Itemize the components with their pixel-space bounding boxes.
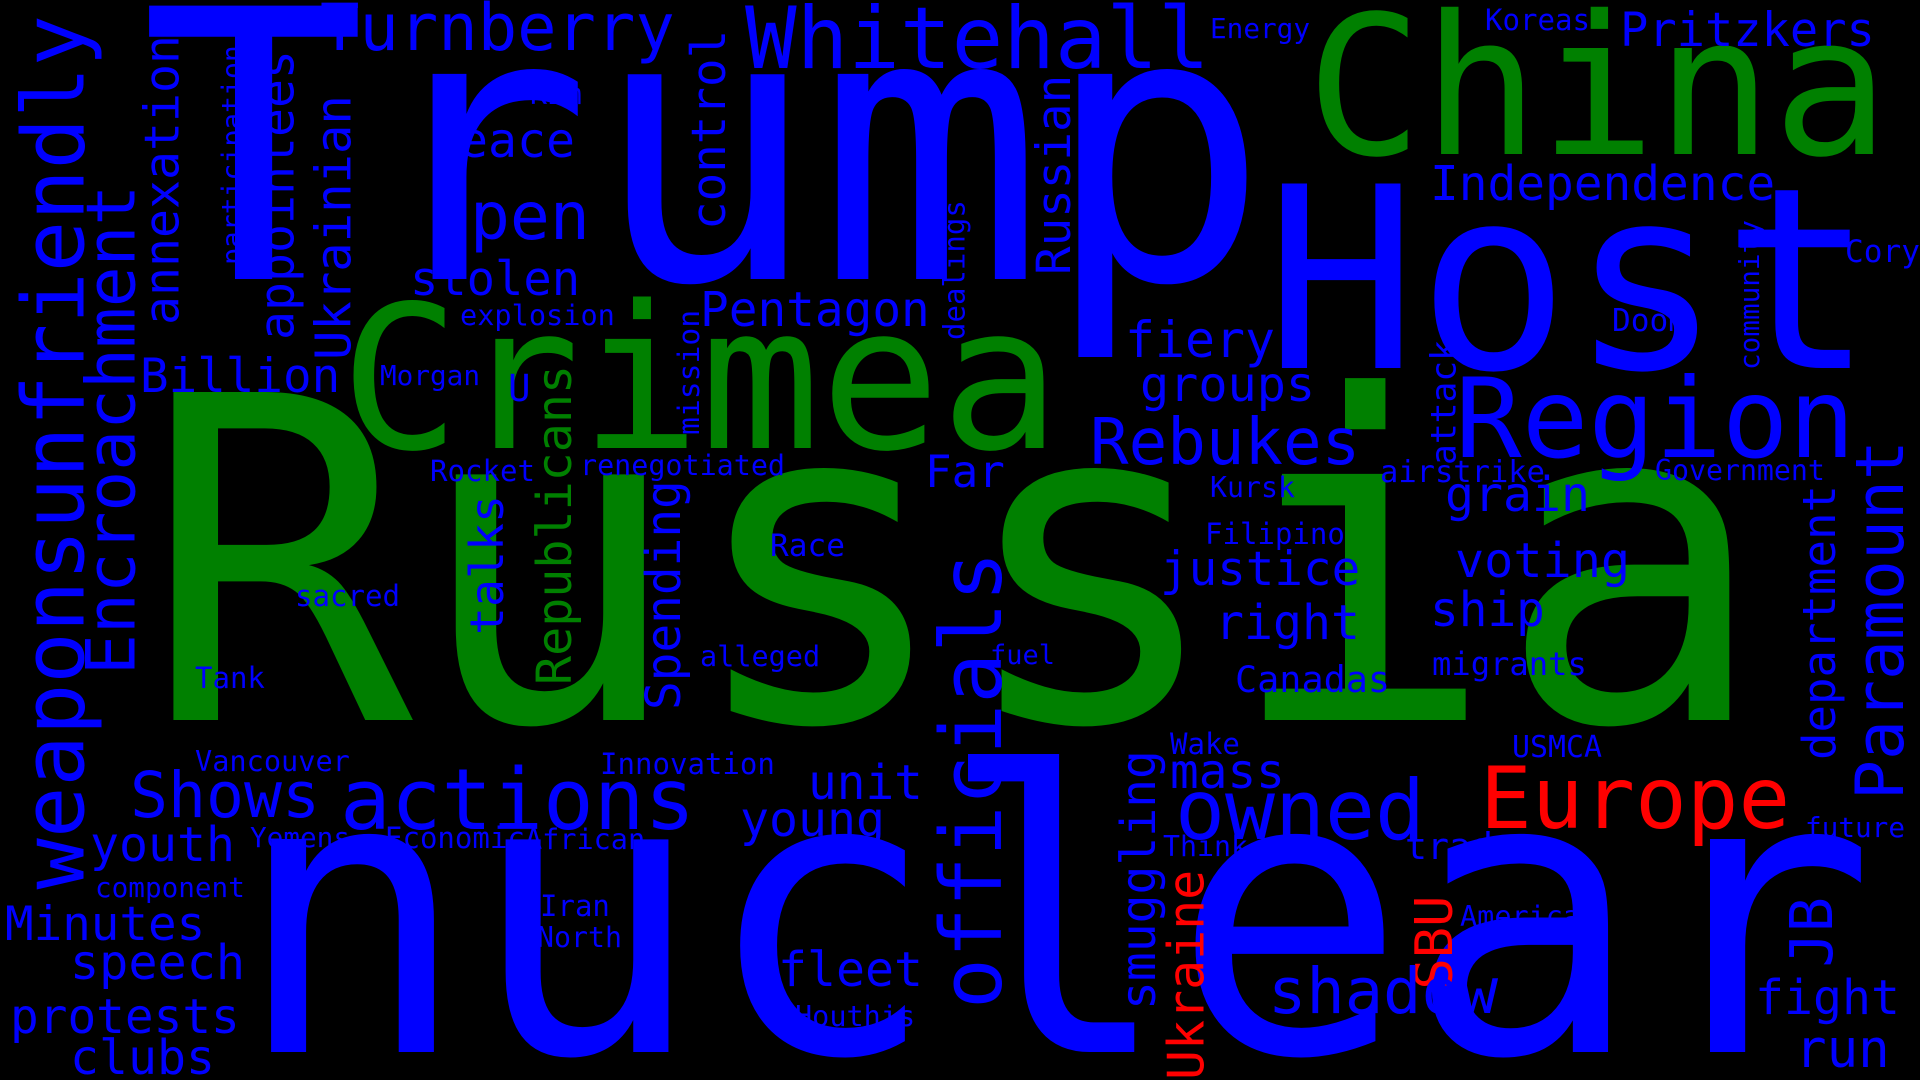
word-think-80: Think (1163, 829, 1248, 863)
word-filipino-50: Filipino (1205, 517, 1345, 551)
word-right-58: right (1215, 594, 1360, 651)
word-groups-36: groups (1140, 357, 1316, 413)
word-jb-90: JB (1778, 897, 1846, 968)
word-pritzkers-9: Pritzkers (1620, 2, 1875, 58)
word-fight-94: fight (1755, 969, 1900, 1026)
word-vancouver-64: Vancouver (195, 743, 350, 778)
word-region-6: Region (1455, 354, 1856, 484)
word-protests-95: protests (10, 989, 240, 1045)
word-energy-11: Energy (1210, 11, 1311, 45)
word-officials-53: officials (923, 551, 1021, 1009)
word-explosion-27: explosion (460, 297, 615, 332)
word-attack-38: attack (1424, 339, 1465, 465)
word-grain-46: grain (1445, 467, 1590, 523)
word-kim-18: Kim (530, 76, 582, 111)
word-russia-0: Russia (142, 303, 1768, 827)
word-control-20: control (682, 29, 737, 230)
word-justice-51: justice (1160, 542, 1361, 597)
word-future-82: future (1805, 810, 1906, 844)
word-dealings-28: dealings (937, 200, 972, 340)
word-clubs-98: clubs (70, 1029, 215, 1080)
word-economic-78: Economic (385, 821, 525, 855)
word-race-49: Race (770, 527, 845, 564)
word-innovation-65: Innovation (600, 746, 775, 781)
word-spending-48: Spending (637, 480, 692, 710)
word-rebukes-39: Rebukes (1090, 404, 1361, 480)
word-kursk-45: Kursk (1210, 470, 1295, 504)
word-whitehall-7: Whitehall (745, 0, 1210, 89)
word-nuclear-1: nuclear (234, 689, 1876, 1080)
word-shows-68: Shows (130, 757, 320, 832)
word-talks-47: talks (460, 495, 514, 635)
word-trump-2: Trump (140, 0, 1270, 368)
word-doom-37: Doom (1612, 302, 1687, 339)
word-renegotiated-42: renegotiated (580, 449, 785, 482)
word-tank-62: Tank (195, 660, 265, 695)
word-alleged-59: alleged (700, 640, 821, 673)
word-independence-23: Independence (1430, 157, 1776, 212)
word-north-88: North (537, 921, 622, 954)
word-government-44: Government (1655, 454, 1825, 487)
word-host-3: Host (1265, 132, 1875, 428)
word-shadow-93: shadow (1268, 954, 1499, 1029)
word-yemens-77: Yemens (250, 821, 351, 854)
word-minutes-86: Minutes (5, 897, 206, 952)
word-owned-73: owned (1175, 761, 1425, 859)
word-ship-57: ship (1430, 583, 1545, 638)
word-u-32: U (508, 366, 531, 410)
word-stolen-26: stolen (410, 251, 581, 307)
word-sacred-56: sacred (295, 579, 401, 613)
word-canadas-63: Canadas (1235, 658, 1391, 701)
word-annexation-14: annexation (134, 35, 191, 325)
word-community-25: community (1733, 220, 1766, 370)
word-unit-70: unit (808, 756, 923, 811)
word-mass-72: mass (1170, 745, 1285, 800)
word-cory-24: Cory (1845, 233, 1920, 270)
word-appointees-16: appointees (249, 50, 306, 340)
word-usmca-67: USMCA (1512, 729, 1602, 765)
word-china-4: China (1306, 0, 1890, 200)
word-trade-81: trade (1405, 825, 1515, 868)
word-young-75: young (740, 792, 885, 848)
word-fiery-35: fiery (1125, 310, 1275, 369)
word-wake-66: Wake (1170, 727, 1240, 761)
word-participation-15: participation (216, 45, 249, 265)
word-far-40: Far (925, 446, 1005, 498)
word-ukraine-84: Ukraine (1157, 869, 1216, 1080)
word-houthis-96: Houthis (795, 1000, 916, 1033)
word-youth-76: youth (90, 817, 235, 873)
word-crimea-5: Crimea (340, 263, 1061, 496)
word-department-54: department (1793, 485, 1846, 760)
word-ukrainian-17: Ukrainian (305, 95, 363, 360)
word-voting-52: voting (1455, 533, 1631, 589)
word-morgan-31: Morgan (380, 359, 481, 392)
word-open-21: Open (430, 177, 590, 255)
word-koreas-10: Koreas (1485, 2, 1591, 37)
word-actions-69: actions (340, 751, 696, 849)
word-airstrike-43: airstrike (1380, 454, 1545, 490)
word-run-99: run (1795, 1019, 1890, 1080)
word-america-89: America (1460, 900, 1581, 933)
word-african-79: African (525, 823, 646, 856)
word-mission-34: mission (672, 309, 707, 435)
word-component-83: component (95, 870, 245, 904)
word-fuel-60: fuel (990, 640, 1055, 671)
word-pentagon-29: Pentagon (700, 283, 930, 338)
word-s-97: s (1098, 1030, 1136, 1050)
word-republicans-33: Republicans (527, 364, 583, 685)
word-paramount-55: Paramount (1841, 440, 1919, 800)
word-europe-74: Europe (1480, 749, 1791, 849)
word-fleet-92: fleet (778, 942, 923, 998)
word-speech-91: speech (70, 934, 246, 991)
word-peace-19: peace (430, 113, 575, 169)
word-turnberry-8: Turnberry (320, 0, 675, 66)
word-iran-87: Iran (540, 888, 610, 923)
word-russian-22: Russian (1027, 74, 1082, 275)
word-migrants-61: migrants (1432, 644, 1587, 683)
word-billion-30: Billion (140, 349, 341, 404)
word-rocket-41: Rocket (430, 453, 536, 488)
